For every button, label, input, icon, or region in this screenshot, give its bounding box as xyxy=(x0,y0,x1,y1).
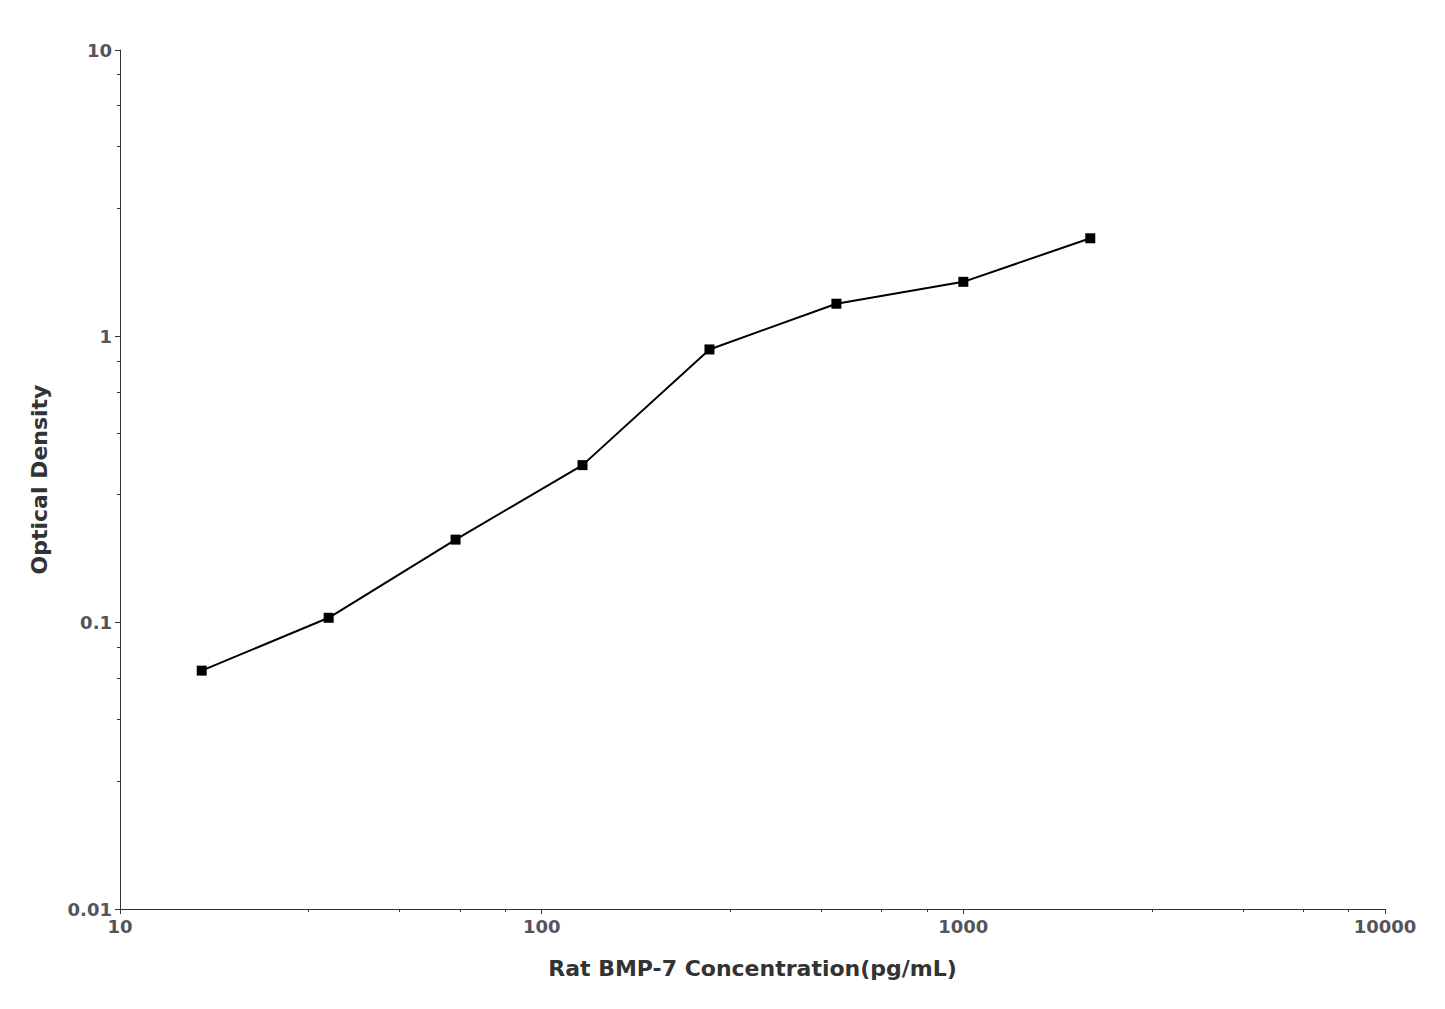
svg-text:0.01: 0.01 xyxy=(68,899,112,920)
svg-text:1: 1 xyxy=(99,326,112,347)
svg-text:10: 10 xyxy=(87,40,112,61)
svg-text:10000: 10000 xyxy=(1354,916,1417,937)
svg-text:Rat BMP-7 Concentration(pg/mL): Rat BMP-7 Concentration(pg/mL) xyxy=(548,956,957,981)
svg-text:Optical Density: Optical Density xyxy=(27,385,52,575)
svg-text:10: 10 xyxy=(107,916,132,937)
svg-text:1000: 1000 xyxy=(938,916,988,937)
svg-text:0.1: 0.1 xyxy=(80,612,112,633)
svg-text:100: 100 xyxy=(523,916,561,937)
